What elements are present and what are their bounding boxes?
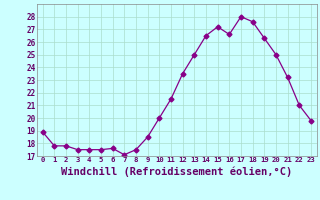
- X-axis label: Windchill (Refroidissement éolien,°C): Windchill (Refroidissement éolien,°C): [61, 166, 292, 177]
